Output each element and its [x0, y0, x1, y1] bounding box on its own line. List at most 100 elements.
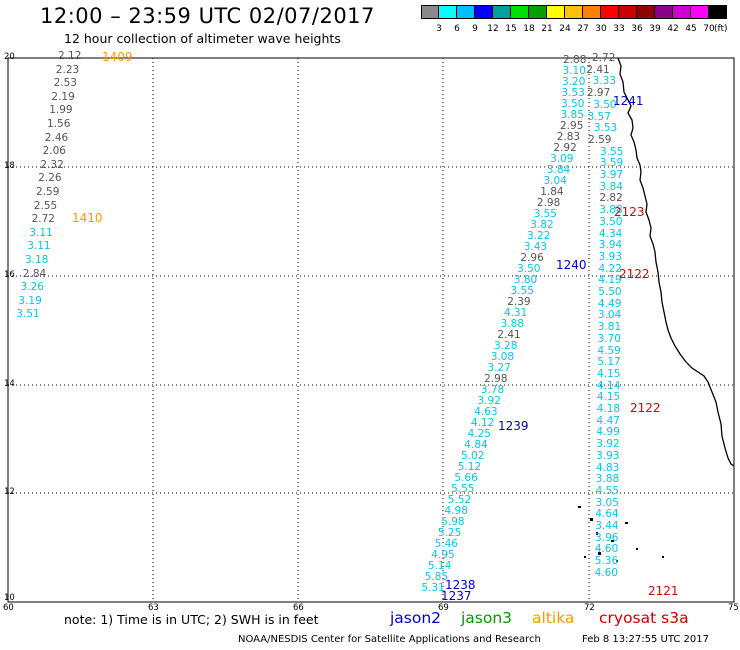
colorbar-swatch: [493, 5, 511, 19]
wave-height-value: 3.93: [596, 449, 620, 462]
wave-height-value: 4.84: [464, 439, 488, 451]
wave-height-value: 3.94: [598, 239, 623, 252]
colorbar-label: 70: [703, 24, 715, 34]
lon-label: 66: [293, 603, 304, 613]
colorbar-swatch: [439, 5, 457, 19]
wave-height-value: 3.96: [595, 531, 619, 544]
wave-height-value: 3.59: [599, 157, 624, 170]
wave-height-value: 3.05: [595, 496, 619, 509]
colorbar-swatch: [601, 5, 619, 19]
wave-height-value: 5.46: [434, 538, 458, 550]
wave-height-value: 3.51: [16, 308, 40, 321]
wave-height-value: 3.85: [560, 109, 584, 121]
wave-height-value: 3.50: [561, 98, 585, 110]
wave-height-value: 3.22: [527, 230, 551, 242]
pass-label: 1239: [498, 419, 529, 433]
wave-height-value: 4.15: [596, 391, 621, 404]
wave-height-value: 3.50: [593, 98, 617, 111]
colorbar-frame: [421, 5, 727, 19]
legend-cryosat-s3a: cryosat s3a: [599, 609, 689, 627]
wave-height-value: 3.08: [490, 351, 515, 363]
wave-height-value: 3.04: [597, 309, 622, 322]
lon-label: 72: [584, 603, 595, 613]
lat-label: 12: [4, 487, 15, 497]
wave-height-value: 4.19: [598, 274, 622, 287]
wave-height-value: 3.88: [599, 204, 623, 217]
wave-height-value: 5.55: [451, 483, 475, 495]
pass-label: 1237: [441, 589, 472, 603]
wave-height-value: 3.10: [562, 65, 586, 77]
wave-height-value: 3.84: [599, 180, 623, 193]
wave-height-value: 3.20: [562, 76, 586, 88]
wave-height-value: 2.88: [563, 54, 587, 66]
colorbar-swatch: [655, 5, 673, 19]
colorbar-swatch: [421, 5, 439, 19]
timestamp: Feb 8 13:27:55 UTC 2017: [582, 634, 709, 645]
wave-height-value: 2.82: [599, 192, 623, 205]
wave-height-value: 3.50: [599, 215, 623, 228]
colorbar-label: 21: [541, 24, 553, 34]
colorbar-swatch: [457, 5, 475, 19]
wave-height-value: 3.55: [600, 145, 624, 158]
lat-label: 18: [4, 161, 15, 171]
page-subtitle: 12 hour collection of altimeter wave hei…: [64, 31, 341, 46]
wave-height-value: 3.50: [517, 263, 541, 275]
wave-height-value: 3.28: [494, 340, 518, 352]
wave-height-value: 4.64: [595, 508, 619, 521]
wave-height-value: 3.33: [592, 75, 616, 88]
pass-label: 1241: [613, 94, 644, 108]
wave-height-value: 3.93: [598, 250, 623, 263]
colorbar-label: 36: [631, 24, 643, 34]
wave-height-value: 3.19: [18, 294, 42, 307]
wave-height-value: 3.97: [599, 169, 624, 181]
wave-height-value: 4.25: [467, 428, 491, 440]
wave-height-value: 5.52: [447, 494, 472, 506]
colorbar-label: 12: [487, 24, 499, 34]
wave-height-value: 5.25: [437, 527, 462, 539]
wave-height-value: 1.99: [49, 104, 73, 117]
wave-height-value: 4.59: [597, 344, 621, 357]
wave-height-value: 3.92: [477, 395, 501, 407]
colorbar-swatch: [475, 5, 493, 19]
wave-height-value: 2.53: [53, 77, 77, 90]
wave-height-value: 5.36: [594, 555, 619, 568]
colorbar-swatch: [673, 5, 691, 19]
wave-height-value: 3.27: [487, 362, 511, 374]
wave-height-value: 4.31: [503, 307, 528, 319]
pass-label: 2122: [630, 401, 661, 415]
wave-height-value: 4.98: [444, 505, 468, 517]
colorbar-label: 33: [613, 24, 625, 34]
colorbar-label: 30: [595, 24, 607, 34]
wave-height-value: 2.59: [588, 133, 612, 146]
wave-height-value: 1.84: [540, 186, 564, 198]
pass-label: 1410: [72, 211, 103, 225]
wave-height-value: 3.26: [20, 281, 44, 294]
wave-height-value: 5.14: [428, 560, 452, 572]
lon-label: 69: [438, 603, 449, 613]
colorbar-label: 18: [523, 24, 535, 34]
wave-height-value: 2.98: [484, 373, 508, 385]
lon-label: 60: [3, 603, 14, 613]
lat-label: 14: [4, 379, 15, 389]
lon-label: 75: [728, 603, 739, 613]
islands: [578, 506, 664, 562]
colorbar-label: 24: [559, 24, 571, 34]
wave-height-value: 4.22: [598, 262, 622, 275]
lat-label: 16: [4, 270, 15, 280]
wave-height-value: 2.26: [38, 172, 62, 185]
wave-height-value: 2.19: [51, 90, 75, 103]
wave-height-value: 3.88: [500, 318, 524, 330]
wave-height-value: 4.63: [474, 406, 498, 418]
wave-height-value: 3.18: [25, 254, 49, 266]
wave-height-value: 5.50: [598, 286, 622, 298]
pass-label: 2122: [619, 267, 650, 281]
wave-height-value: 5.17: [597, 356, 621, 369]
colorbar-swatch: [637, 5, 655, 19]
wave-height-value: 2.96: [520, 252, 544, 264]
colorbar-swatch: [619, 5, 637, 19]
wave-height-value: 2.95: [560, 120, 584, 132]
wave-height-value: 3.57: [587, 110, 611, 123]
wave-height-value: 3.70: [597, 332, 621, 345]
colorbar-swatch: [583, 5, 601, 19]
